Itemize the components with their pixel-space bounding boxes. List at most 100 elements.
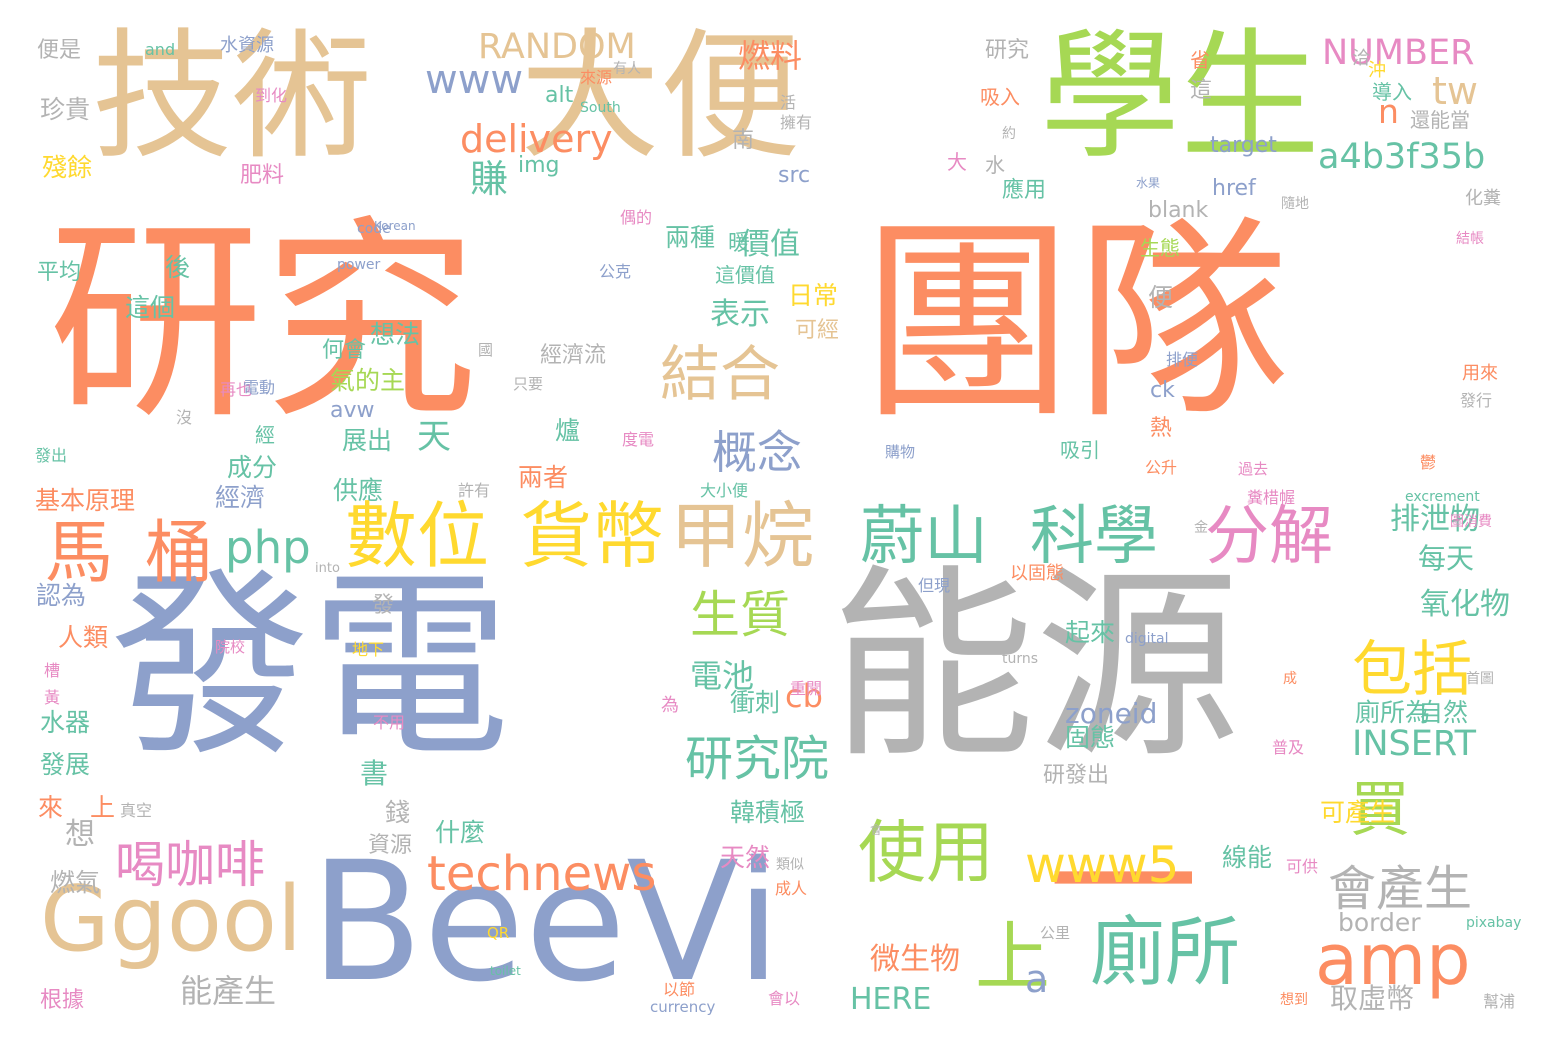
cloud-word: 研究院 <box>685 731 830 787</box>
cloud-word: 爐 <box>555 416 581 445</box>
cloud-word: 取虛幣 <box>1330 982 1415 1015</box>
cloud-word: 來源 <box>580 68 613 87</box>
cloud-word: 想到 <box>1280 992 1308 1008</box>
cloud-word: 來 <box>38 793 64 822</box>
cloud-word: 普及 <box>1272 738 1305 757</box>
cloud-word: 認為 <box>36 581 87 610</box>
cloud-word: 書 <box>360 757 389 790</box>
cloud-word: 這 <box>1190 78 1213 103</box>
cloud-word: php <box>225 521 311 574</box>
cloud-word: www5 <box>1025 836 1180 894</box>
cloud-word: 只要 <box>513 375 544 393</box>
cloud-word: 南 <box>732 128 755 153</box>
cloud-word: 研發出 <box>1043 763 1110 788</box>
cloud-word: 衝刺 <box>730 688 781 717</box>
cloud-word: 大 <box>947 150 967 174</box>
cloud-word: 價值 <box>740 227 800 262</box>
cloud-word: 氣的主 <box>330 366 406 395</box>
cloud-word: zoneid <box>1065 697 1158 730</box>
cloud-word: 上 <box>975 913 1051 1001</box>
cloud-word: 會 <box>870 823 883 837</box>
cloud-word: 發 <box>372 593 395 618</box>
cloud-word: 概念 <box>712 426 803 479</box>
cloud-word: 天 <box>417 417 451 457</box>
cloud-word: pixabay <box>1466 915 1522 931</box>
cloud-word: 生態 <box>1140 236 1180 260</box>
cloud-word: 公克 <box>599 262 632 281</box>
cloud-word: 到化 <box>255 86 288 105</box>
cloud-word: 應用 <box>1002 178 1047 203</box>
cloud-word: 水果 <box>1136 176 1161 190</box>
cloud-word: 吸引 <box>1060 438 1100 462</box>
cloud-word: alt <box>545 83 574 108</box>
cloud-word: 燃氣 <box>50 868 101 897</box>
cloud-word: 平均 <box>37 260 82 285</box>
cloud-word: 發展 <box>40 750 91 779</box>
cloud-word: 經濟 <box>215 483 266 512</box>
cloud-word: 會以 <box>768 989 801 1008</box>
cloud-word: 水器 <box>40 708 91 737</box>
cloud-word: 學生 <box>1040 16 1321 179</box>
cloud-word: 圖消費 <box>1450 514 1492 530</box>
cloud-word: 以固態 <box>1010 563 1064 584</box>
cloud-word: 科學 <box>1030 500 1158 574</box>
cloud-word: 使用 <box>858 814 995 893</box>
cloud-word: img <box>518 153 560 178</box>
cloud-word: turns <box>1002 651 1039 667</box>
cloud-word: 國 <box>478 341 494 359</box>
cloud-word: 結合 <box>660 340 780 410</box>
cloud-word: 蔚山 <box>860 500 988 574</box>
cloud-word: ck <box>1150 378 1175 403</box>
cloud-word: 沖 <box>1368 60 1386 81</box>
cloud-word: digital <box>1125 631 1169 647</box>
cloud-word: 微生物 <box>870 942 960 977</box>
cloud-word: 日常 <box>788 281 839 310</box>
cloud-word: 用來 <box>1462 363 1498 384</box>
cloud-word: 技術 <box>92 16 373 179</box>
cloud-word: 公里 <box>1040 924 1071 942</box>
cloud-word: toilet <box>490 964 521 978</box>
cloud-word: 表示 <box>710 297 770 332</box>
cloud-word: currency <box>650 998 716 1016</box>
cloud-word: 導入 <box>1372 80 1412 104</box>
cloud-word: 吸入 <box>980 85 1020 109</box>
cloud-word: 化糞 <box>1465 188 1501 209</box>
cloud-word: 兩者 <box>518 463 569 492</box>
cloud-word: 不用 <box>373 713 406 732</box>
cloud-word: 根據 <box>40 988 85 1013</box>
cloud-word: Ggool <box>40 867 303 972</box>
cloud-word: 暖 <box>728 231 751 256</box>
cloud-word: 可供 <box>1286 857 1319 876</box>
cloud-word: 金 <box>1194 520 1208 536</box>
cloud-word: 廁所 <box>1090 908 1241 996</box>
cloud-word: 能產生 <box>180 972 277 1010</box>
cloud-word: 約 <box>1002 126 1016 142</box>
cloud-word: 會產生 <box>1328 861 1473 917</box>
cloud-word: tw <box>1432 69 1478 113</box>
cloud-word: 能源 <box>830 548 1240 786</box>
cloud-word: 公升 <box>1145 458 1178 477</box>
cloud-word: into <box>315 561 340 576</box>
cloud-word: 資源 <box>368 833 413 858</box>
cloud-word: a4b3f35b <box>1318 137 1486 177</box>
cloud-word: delivery <box>460 117 613 161</box>
cloud-word: 真空 <box>120 801 153 820</box>
cloud-word: a <box>1025 957 1049 1001</box>
cloud-word: 生質 <box>690 586 790 644</box>
cloud-word: 再也 <box>220 380 253 399</box>
cloud-word: www <box>425 57 524 103</box>
cloud-word: 可產生 <box>1320 798 1396 827</box>
cloud-word: 肥料 <box>240 163 285 188</box>
cloud-word: 以節 <box>663 980 696 999</box>
cloud-word: 鬱 <box>1420 453 1437 472</box>
cloud-word: 自然 <box>1418 698 1469 727</box>
cloud-word: 後 <box>165 253 191 282</box>
cloud-word: 省 <box>1190 48 1210 72</box>
cloud-word: 水資源 <box>220 35 274 56</box>
cloud-word: power <box>337 257 381 273</box>
cloud-word: QR <box>487 924 510 942</box>
cloud-word: src <box>778 163 811 188</box>
cloud-word: 分解 <box>1205 500 1333 574</box>
cloud-word: 上 <box>90 793 116 822</box>
